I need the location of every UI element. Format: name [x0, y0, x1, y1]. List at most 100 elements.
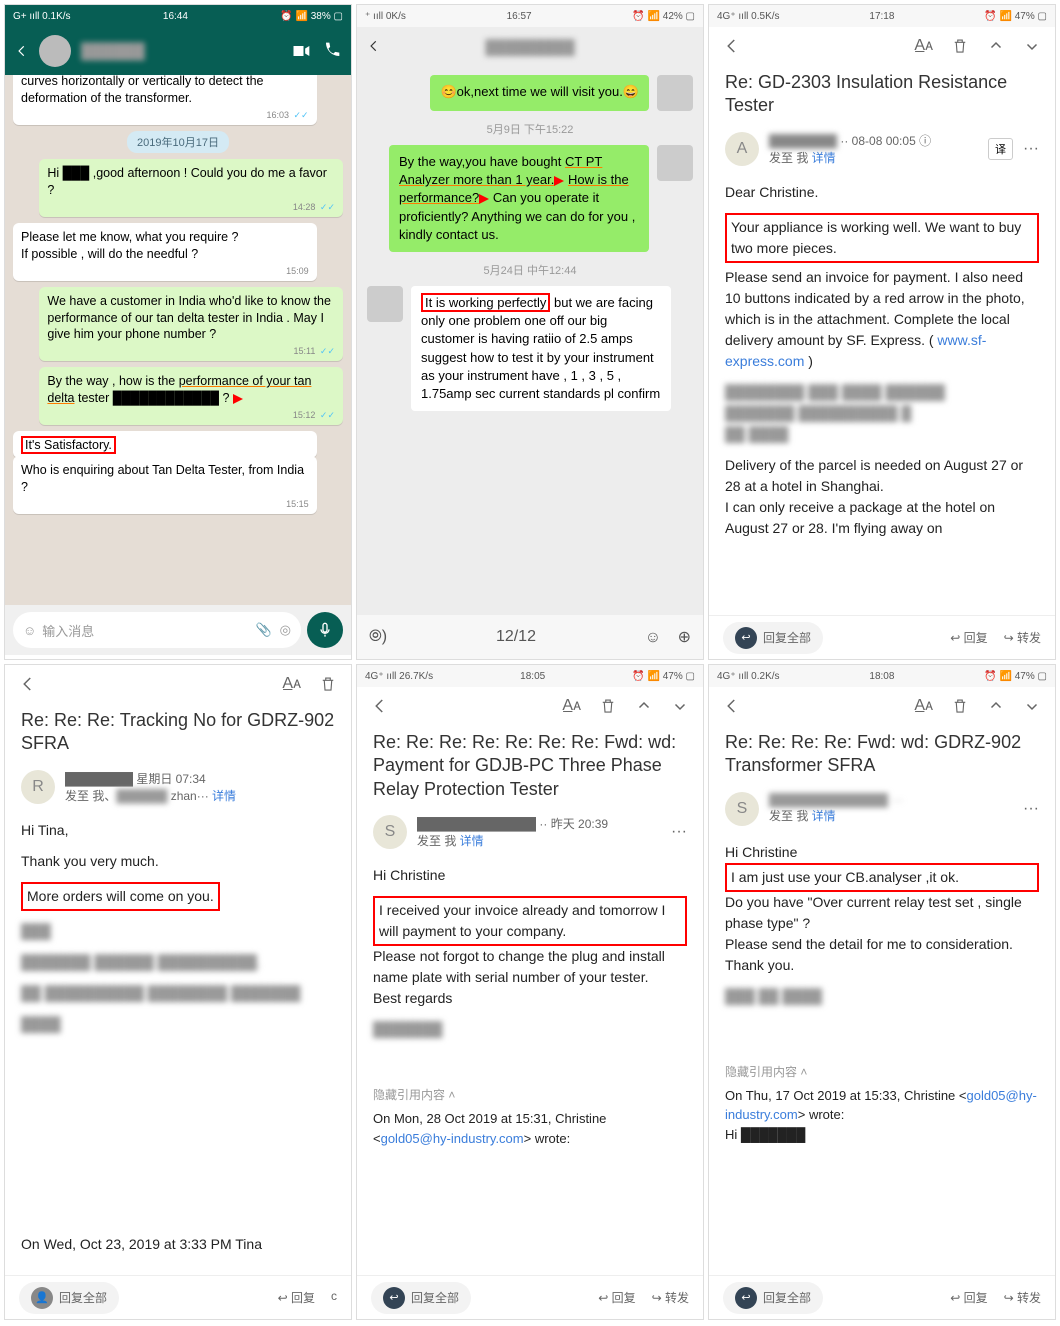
chat-body[interactable]: 😊ok,next time we will visit you.😄 5月9日 下… — [357, 67, 703, 615]
reply-all-icon: ↩ — [735, 627, 757, 649]
from-row[interactable]: S ██████████████ ·· 昨天 20:39 发至 我 详情 ··· — [357, 811, 703, 859]
reply-all-button[interactable]: ↩ 回复全部 — [371, 1282, 471, 1314]
next-icon[interactable] — [1023, 37, 1041, 55]
back-icon[interactable] — [19, 675, 37, 693]
from-row[interactable]: S ██████████████ ··· 发至 我 详情 ··· — [709, 788, 1055, 836]
contact-name[interactable]: █████████ — [485, 39, 574, 55]
font-size-icon[interactable]: A̲ᴀ — [282, 675, 301, 693]
reply-all-button[interactable]: 👤 回复全部 — [19, 1282, 119, 1314]
self-avatar[interactable] — [657, 145, 693, 181]
back-icon[interactable] — [367, 39, 381, 53]
contact-name[interactable]: ██████ — [81, 43, 281, 60]
message-out[interactable]: Hi ███ ,good afternoon ! Could you do me… — [39, 159, 343, 217]
emoji-icon[interactable]: ☺ — [645, 629, 661, 646]
timestamp: 5月9日 下午15:22 — [367, 121, 693, 137]
next-icon[interactable] — [1023, 697, 1041, 715]
reply-button[interactable]: ↩ 回复 — [278, 1289, 315, 1306]
from-row[interactable]: R ████████ 星期日 07:34 发至 我、██████ zhan···… — [5, 766, 351, 814]
details-link[interactable]: 详情 — [812, 151, 836, 165]
message-in-highlighted[interactable]: It's Satisfactory. — [13, 431, 317, 458]
back-icon[interactable] — [15, 44, 29, 58]
email-body: Hi Christine I am just use your CB.analy… — [709, 836, 1055, 1023]
font-size-icon[interactable]: A̲ᴀ — [914, 37, 933, 55]
read-ticks-icon: ✓✓ — [291, 110, 309, 120]
message-text: By the way , how is the performance of y… — [47, 374, 311, 405]
reply-button[interactable]: ↩ 回复 — [950, 1289, 987, 1306]
status-bar: G+ ııll 0.1K/s 16:44 ⏰ 📶 38% ▢ — [5, 5, 351, 27]
reply-all-button[interactable]: ↩ 回复全部 — [723, 622, 823, 654]
highlighted-text: More orders will come on you. — [21, 882, 220, 911]
contact-avatar[interactable] — [39, 35, 71, 67]
details-link[interactable]: 详情 — [812, 809, 836, 823]
trash-icon[interactable] — [951, 697, 969, 715]
redacted-block: ████████ ███ ████ ██████ ███████ ███████… — [725, 382, 1039, 445]
chat-body[interactable]: curves horizontally or vertically to det… — [5, 75, 351, 605]
quote-toggle[interactable]: 隐藏引用内容 ˄ — [357, 1086, 703, 1103]
input-placeholder: 输入消息 — [42, 621, 94, 640]
phone-icon[interactable] — [321, 41, 341, 61]
trash-icon[interactable] — [599, 697, 617, 715]
forward-button[interactable]: ↪ 转发 — [1004, 629, 1041, 646]
status-time: 16:57 — [507, 11, 532, 22]
email-actions: ↩ 回复全部 ↩ 回复 ↪ 转发 — [357, 1275, 703, 1319]
email-toolbar: A̲ᴀ — [709, 687, 1055, 725]
back-icon[interactable] — [723, 37, 741, 55]
status-time: 16:44 — [163, 11, 188, 22]
date-separator: 2019年10月17日 — [127, 131, 229, 153]
timestamp: 5月24日 中午12:44 — [367, 262, 693, 278]
attach-icon[interactable]: 📎 — [255, 622, 271, 638]
more-icon[interactable]: ··· — [671, 823, 687, 841]
prev-icon[interactable] — [987, 37, 1005, 55]
email-subject: Re: GD-2303 Insulation Resistance Tester — [709, 65, 1055, 128]
message-in[interactable]: Who is enquiring about Tan Delta Tester,… — [13, 456, 317, 514]
self-avatar[interactable] — [657, 75, 693, 111]
back-icon[interactable] — [371, 697, 389, 715]
message-in[interactable]: Please let me know, what you require ? I… — [13, 223, 317, 281]
back-icon[interactable] — [723, 697, 741, 715]
message-text: curves horizontally or vertically to det… — [21, 75, 263, 105]
message-out[interactable]: By the way , how is the performance of y… — [39, 367, 343, 425]
translate-button[interactable]: 译 — [988, 138, 1013, 160]
forward-button[interactable]: ↪ 转发 — [652, 1289, 689, 1306]
more-icon[interactable]: ··· — [1023, 140, 1039, 158]
message-input[interactable]: ☺ 输入消息 📎 ◎ — [13, 612, 301, 648]
font-size-icon[interactable]: A̲ᴀ — [914, 697, 933, 715]
email-toolbar: A̲ᴀ — [709, 27, 1055, 65]
reply-button[interactable]: ↩ 回复 — [950, 629, 987, 646]
details-link[interactable]: 详情 — [212, 789, 236, 803]
forward-button[interactable]: ↪ 转发 — [1004, 1289, 1041, 1306]
status-battery: ⏰ 📶 47% ▢ — [984, 11, 1047, 22]
email-link[interactable]: gold05@hy-industry.com — [381, 1131, 524, 1146]
message-out[interactable]: 😊ok,next time we will visit you.😄 — [367, 75, 693, 111]
contact-avatar[interactable] — [367, 286, 403, 322]
status-network: 4G⁺ ııll 26.7K/s — [365, 671, 433, 682]
message-text: Hi ███ ,good afternoon ! Could you do me… — [47, 166, 327, 197]
voice-send-button[interactable] — [307, 612, 343, 648]
status-time: 18:05 — [520, 671, 545, 682]
trash-icon[interactable] — [951, 37, 969, 55]
message-text: Please let me know, what you require ? I… — [21, 230, 238, 261]
email-subject: Re: Re: Re: Re: Re: Re: Re: Fwd: wd: Pay… — [357, 725, 703, 811]
details-link[interactable]: 详情 — [460, 834, 484, 848]
camera-icon[interactable]: ◎ — [280, 622, 291, 638]
quote-toggle[interactable]: 隐藏引用内容 ˄ — [709, 1063, 1055, 1080]
voice-icon[interactable]: ⦾) — [369, 628, 387, 646]
plus-icon[interactable]: ⊕ — [678, 629, 691, 646]
message-in[interactable]: curves horizontally or vertically to det… — [13, 75, 317, 125]
next-icon[interactable] — [671, 697, 689, 715]
from-row[interactable]: A ████████ ·· 08-08 00:05 ⓘ 发至 我 详情 译 ··… — [709, 128, 1055, 176]
prev-icon[interactable] — [987, 697, 1005, 715]
message-in[interactable]: It is working perfectly but we are facin… — [367, 286, 693, 411]
status-network: 4G⁺ ııll 0.5K/s — [717, 11, 780, 22]
reply-all-button[interactable]: ↩ 回复全部 — [723, 1282, 823, 1314]
emoji-icon[interactable]: ☺ — [23, 623, 36, 638]
email-subject: Re: Re: Re: Re: Fwd: wd: GDRZ-902 Transf… — [709, 725, 1055, 788]
more-icon[interactable]: ··· — [1023, 800, 1039, 818]
font-size-icon[interactable]: A̲ᴀ — [562, 697, 581, 715]
prev-icon[interactable] — [635, 697, 653, 715]
trash-icon[interactable] — [319, 675, 337, 693]
message-out[interactable]: By the way,you have bought CT PT Analyze… — [367, 145, 693, 252]
reply-button[interactable]: ↩ 回复 — [598, 1289, 635, 1306]
video-call-icon[interactable] — [291, 41, 311, 61]
message-out[interactable]: We have a customer in India who'd like t… — [39, 287, 343, 362]
